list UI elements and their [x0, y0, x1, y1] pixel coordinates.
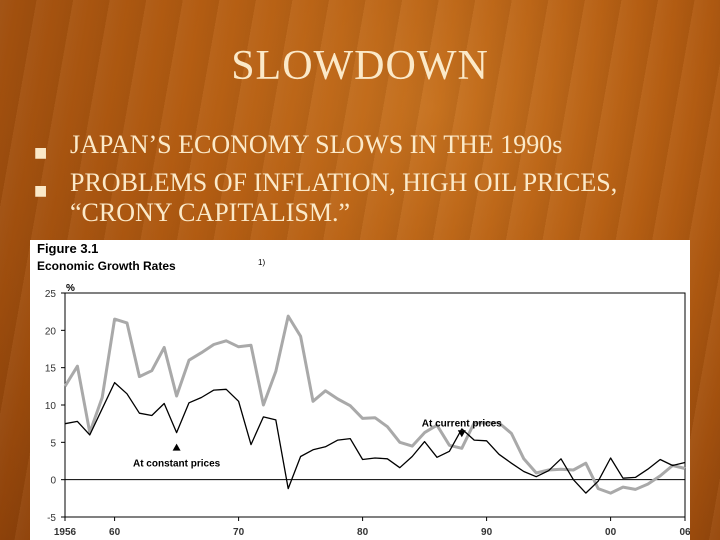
annotation-arrow-down-icon	[457, 430, 466, 438]
bullet-text: JAPAN’S ECONOMY SLOWS IN THE 1990s	[70, 130, 563, 159]
x-tick-label: 60	[109, 527, 121, 538]
y-tick-label: 0	[50, 476, 56, 487]
plot-frame	[64, 292, 686, 518]
x-tick-label: 06	[679, 527, 690, 538]
bullet-item: ■ JAPAN’S ECONOMY SLOWS IN THE 1990s	[34, 130, 714, 168]
annotation-arrow-up-icon	[172, 443, 181, 451]
series-annotation-label: At current prices	[422, 418, 502, 429]
chart-panel: Figure 3.1 Economic Growth Rates 1)% 25 20 15…	[30, 240, 690, 540]
x-tick-label: 90	[481, 527, 493, 538]
series-line-constant-prices	[64, 381, 686, 494]
y-tick-label: 10	[45, 401, 57, 412]
series-annotation-label: At constant prices	[133, 459, 221, 470]
bullet-text: PROBLEMS OF INFLATION, HIGH OIL PRICES, …	[70, 168, 618, 227]
x-tick-label: 00	[605, 527, 617, 538]
bullet-list: ■ JAPAN’S ECONOMY SLOWS IN THE 1990s ■ P…	[34, 130, 714, 228]
growth-rates-chart: Figure 3.1 Economic Growth Rates 1)% 25 20 15…	[37, 241, 690, 538]
x-tick-label: 80	[357, 527, 369, 538]
slide-title: SLOWDOWN	[231, 43, 489, 89]
bullet-marker-icon: ■	[34, 183, 48, 199]
chart-title-footnote: 1)	[258, 258, 265, 267]
y-tick-label: 25	[45, 289, 57, 300]
y-tick-label: 20	[45, 326, 57, 337]
bullet-marker-icon: ■	[34, 145, 48, 161]
series-line-current-prices	[63, 314, 686, 495]
figure-label: Figure 3.1	[37, 241, 98, 256]
chart-title: Economic Growth Rates	[37, 259, 176, 273]
y-tick-label: 15	[45, 364, 57, 375]
y-tick-label: 5	[50, 438, 56, 449]
y-tick-label: -5	[47, 513, 56, 524]
x-tick-label: 70	[233, 527, 245, 538]
y-axis-label: %	[66, 283, 75, 294]
bullet-item: ■ PROBLEMS OF INFLATION, HIGH OIL PRICES…	[34, 168, 714, 228]
x-tick-label: 1956	[54, 527, 77, 538]
